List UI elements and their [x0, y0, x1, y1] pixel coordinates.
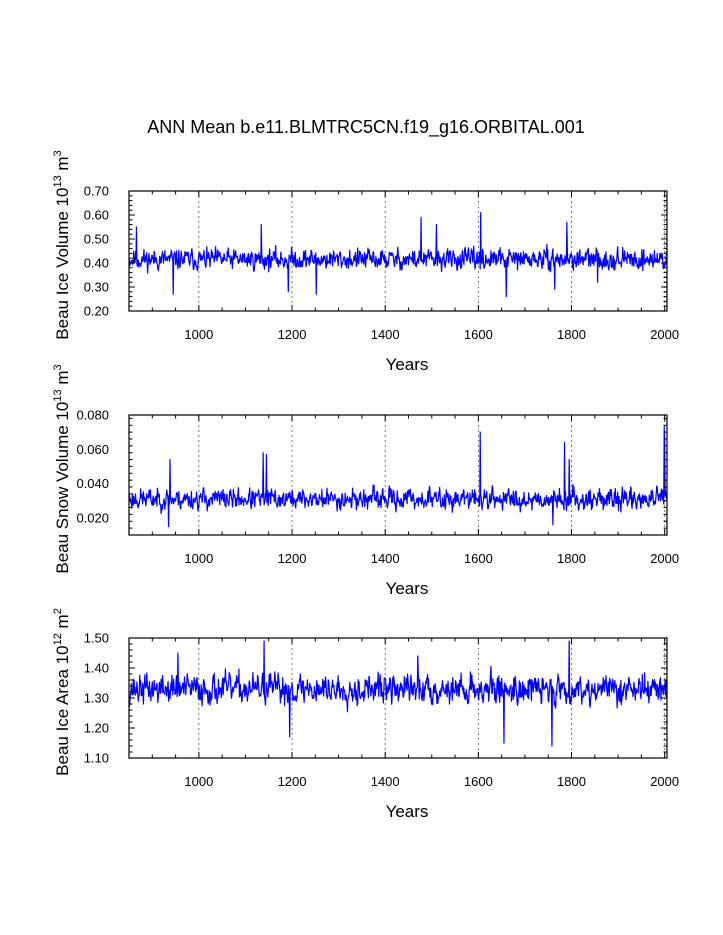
- x-tick-label: 1200: [278, 551, 307, 566]
- y-tick-label: 1.10: [84, 751, 109, 766]
- x-tick-label: 2000: [650, 774, 679, 789]
- x-tick-label: 1800: [557, 774, 586, 789]
- y-tick-label: 0.20: [84, 304, 109, 319]
- y-axis-label: Beau Snow Volume 1013 m3: [52, 364, 72, 573]
- plot-frame: [128, 414, 668, 536]
- y-axis-label: Beau Ice Volume 1013 m3: [52, 150, 72, 339]
- data-line: [128, 426, 668, 528]
- snow-volume-panel: 1000 1200 1400 1600 1800 2000 0.020 0.040 0.060 0…: [52, 364, 679, 598]
- y-tick-label: 0.70: [84, 184, 109, 199]
- figure-title: ANN Mean b.e11.BLMTRC5CN.f19_g16.ORBITAL…: [147, 117, 585, 138]
- x-axis-label: Years: [386, 355, 429, 374]
- y-tick-label: 1.20: [84, 721, 109, 736]
- y-tick-label: 0.040: [76, 476, 109, 491]
- y-tick-label: 0.060: [76, 442, 109, 457]
- y-tick-label: 0.40: [84, 256, 109, 271]
- x-tick-label: 1600: [464, 551, 493, 566]
- x-tick-label: 2000: [650, 551, 679, 566]
- x-tick-label: 1800: [557, 551, 586, 566]
- x-axis-label: Years: [386, 802, 429, 821]
- y-tick-label: 0.50: [84, 232, 109, 247]
- plot-frame: [128, 190, 668, 312]
- data-line: [128, 212, 668, 298]
- y-tick-label: 1.30: [84, 691, 109, 706]
- x-tick-label: 1400: [371, 327, 400, 342]
- ice-area-panel: 1000 1200 1400 1600 1800 2000 1.10 1.20 1.30 1.40…: [52, 608, 679, 821]
- y-tick-label: 1.40: [84, 661, 109, 676]
- ice-volume-panel: 1000 1200 1400 1600 1800 2000 0.20 0.30 0.40 0.50…: [52, 150, 679, 374]
- x-tick-label: 1000: [184, 551, 213, 566]
- x-tick-label: 1600: [464, 327, 493, 342]
- x-tick-label: 1200: [278, 774, 307, 789]
- y-tick-label: 0.30: [84, 280, 109, 295]
- x-tick-label: 1400: [371, 551, 400, 566]
- x-axis-label: Years: [386, 579, 429, 598]
- y-tick-label: 0.60: [84, 208, 109, 223]
- x-tick-label: 1000: [184, 774, 213, 789]
- y-axis-label: Beau Ice Area 1012 m2: [52, 608, 72, 776]
- y-tick-label: 1.50: [84, 631, 109, 646]
- y-tick-label: 0.080: [76, 408, 109, 423]
- y-tick-label: 0.020: [76, 510, 109, 525]
- x-tick-label: 1800: [557, 327, 586, 342]
- x-tick-label: 1000: [184, 327, 213, 342]
- x-tick-label: 1600: [464, 774, 493, 789]
- x-tick-label: 1200: [278, 327, 307, 342]
- x-tick-label: 1400: [371, 774, 400, 789]
- x-tick-label: 2000: [650, 327, 679, 342]
- data-line: [128, 640, 668, 747]
